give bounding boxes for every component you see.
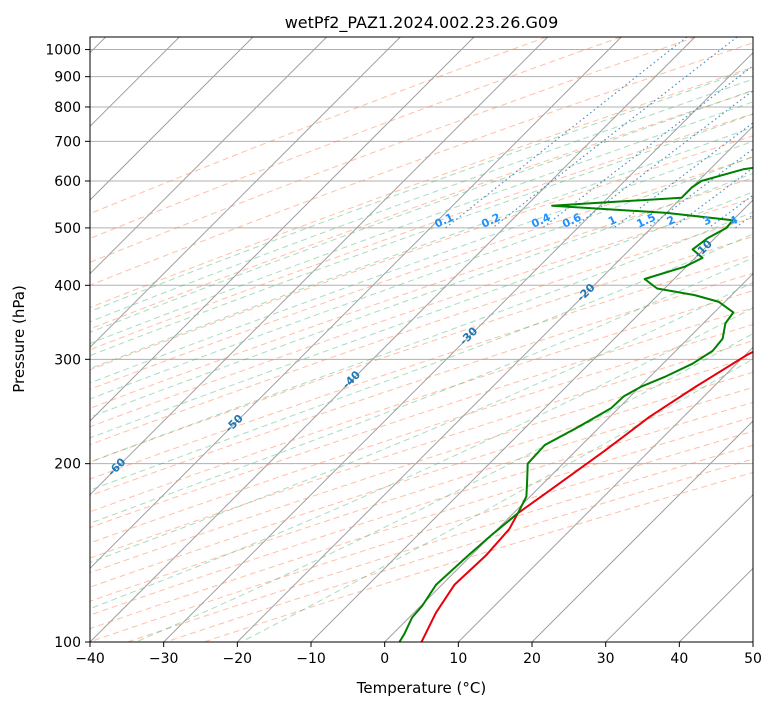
isotherm-gridline <box>163 51 753 642</box>
y-tick-label: 900 <box>54 70 81 86</box>
y-tick-label: 500 <box>54 221 81 237</box>
isotherm-gridline <box>90 37 401 349</box>
x-tick-label: −40 <box>75 651 105 667</box>
plot-area <box>90 37 753 642</box>
dry-adiabat <box>90 254 753 480</box>
isotherm-gridline <box>90 37 549 496</box>
dry-adiabat <box>90 37 547 215</box>
dry-adiabat <box>127 444 753 642</box>
dry-adiabat <box>90 290 753 513</box>
dry-adiabat <box>90 323 753 544</box>
x-tick-label: 0 <box>380 651 389 667</box>
temperature-profile-line <box>420 350 753 642</box>
dry-adiabat <box>90 37 696 263</box>
y-axis-label: Pressure (hPa) <box>10 285 28 393</box>
isotherm-gridline <box>752 641 753 642</box>
isotherm-gridline <box>90 37 696 642</box>
plot-background <box>90 37 753 642</box>
mixing-ratio-line <box>445 37 688 229</box>
dry-adiabat <box>90 356 753 574</box>
moist-adiabat <box>90 233 753 491</box>
y-tick-label: 300 <box>54 352 81 368</box>
isotherm-gridline <box>531 420 753 642</box>
dry-adiabat <box>90 217 753 446</box>
moist-adiabat <box>90 211 753 463</box>
y-tick-label: 400 <box>54 278 81 294</box>
y-tick-label: 600 <box>54 174 81 190</box>
moist-adiabat <box>90 78 753 323</box>
isotherm-gridline <box>457 346 753 642</box>
isotherm-label: -70 <box>0 499 11 522</box>
y-tick-label: 700 <box>54 134 81 150</box>
moist-adiabat <box>90 257 753 524</box>
dry-adiabat <box>90 236 753 463</box>
moist-adiabat <box>90 172 753 418</box>
dry-adiabat <box>165 458 753 642</box>
mixing-ratio-line <box>647 148 753 229</box>
dry-adiabat <box>90 113 753 351</box>
axes: −40 −30 −20 −10 0 10 20 30 40 50 100 200 300 400 500 60… <box>45 43 762 667</box>
x-tick-label: −30 <box>149 651 179 667</box>
chart-title: wetPf2_PAZ1.2024.002.23.26.G09 <box>285 13 559 33</box>
x-axis-label: Temperature (°C) <box>356 679 486 697</box>
y-tick-label: 1000 <box>45 43 81 59</box>
isotherm-gridline <box>605 493 753 642</box>
moist-adiabat <box>90 113 753 357</box>
x-tick-label: 20 <box>523 651 541 667</box>
dry-adiabat <box>90 272 753 497</box>
isotherm-gridline <box>236 125 753 642</box>
dewpoint-profile-line <box>398 166 753 642</box>
plot-frame <box>89 36 754 643</box>
x-tick-label: 10 <box>449 651 467 667</box>
dry-adiabat <box>90 340 753 559</box>
dry-adiabat <box>90 37 622 240</box>
x-tick-label: −10 <box>296 651 326 667</box>
dry-adiabat <box>90 307 753 529</box>
y-tick-label: 200 <box>54 457 81 473</box>
isotherm-gridline <box>90 37 254 201</box>
moist-adiabat <box>241 358 753 642</box>
x-tick-label: 40 <box>670 651 688 667</box>
x-tick-label: 50 <box>744 651 762 667</box>
y-tick-label: 800 <box>54 100 81 116</box>
moist-adiabat <box>90 126 753 370</box>
isotherm-gridline <box>310 199 753 642</box>
isotherm-gridline <box>90 37 475 422</box>
mixing-ratio-line <box>708 194 753 229</box>
x-tick-label: −20 <box>223 651 253 667</box>
isotherm-gridline <box>90 37 328 275</box>
moist-adiabat <box>90 156 753 400</box>
moist-adiabat <box>90 89 753 333</box>
dry-adiabat <box>90 90 753 330</box>
moist-adiabat <box>90 281 753 564</box>
isotherm-gridline <box>90 37 622 570</box>
mixing-ratio-line <box>572 89 753 229</box>
mixing-ratio-label: 6 <box>766 213 775 228</box>
x-tick-label: 30 <box>597 651 615 667</box>
moist-adiabat <box>90 67 753 313</box>
dry-adiabat <box>90 430 753 642</box>
mixing-ratio-line <box>542 65 753 229</box>
dry-adiabat <box>203 471 753 642</box>
moist-adiabat <box>135 333 753 642</box>
y-tick-label: 100 <box>54 635 81 651</box>
dry-adiabat <box>90 66 753 309</box>
